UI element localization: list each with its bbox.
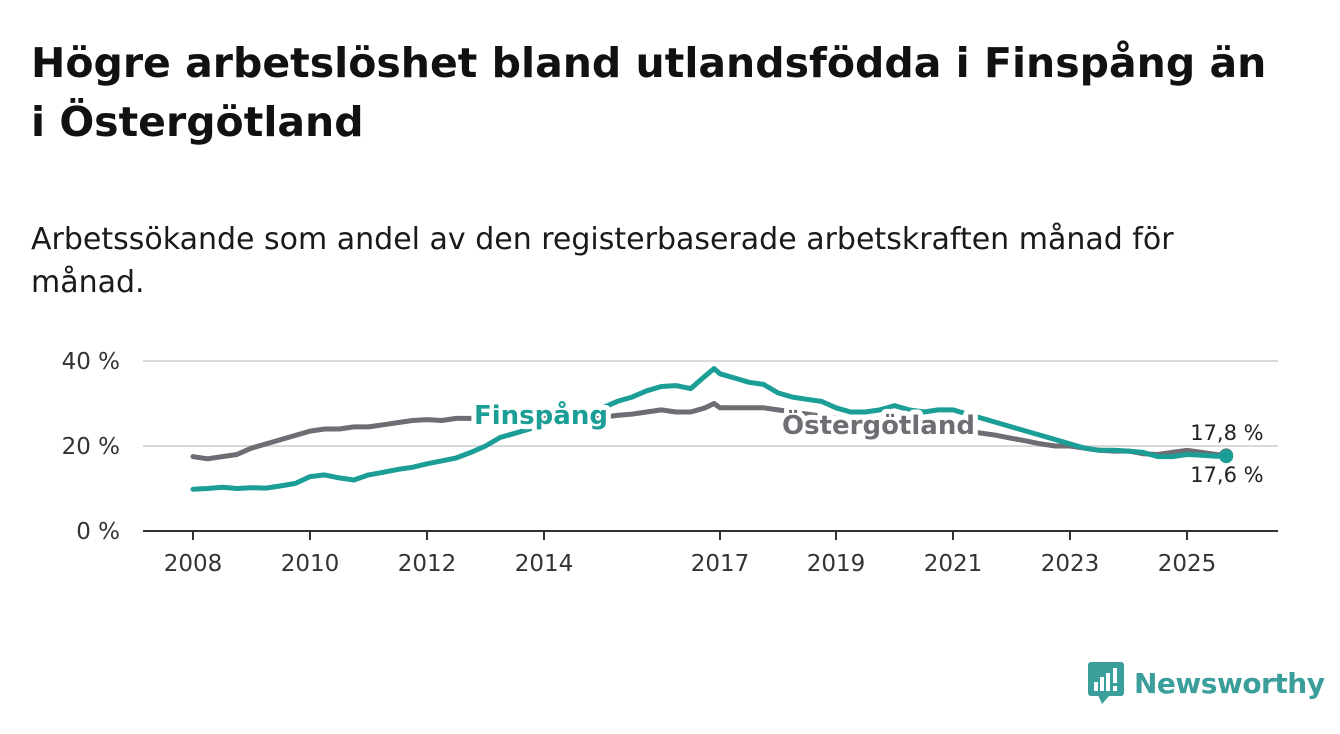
y-tick-label: 40 % bbox=[62, 349, 120, 375]
brand-name: Newsworthy bbox=[1134, 666, 1325, 700]
x-tick-label: 2021 bbox=[924, 551, 983, 577]
brand-logo: Newsworthy bbox=[1088, 660, 1325, 706]
chart-subtitle: Arbetssökande som andel av den registerb… bbox=[31, 222, 1174, 300]
series-line-ostergotland bbox=[190, 401, 1229, 462]
x-tick-label: 2023 bbox=[1041, 551, 1100, 577]
y-axis-ticks: 0 % 20 % 40 % bbox=[62, 349, 120, 545]
x-tick-label: 2010 bbox=[281, 551, 340, 577]
series-end-dot-finspang bbox=[1219, 449, 1234, 464]
x-tick-label: 2017 bbox=[691, 551, 750, 577]
end-value-label-finspang: 17,6 % bbox=[1190, 463, 1263, 487]
series-label-finspang-halo: Finspång bbox=[474, 399, 608, 431]
x-tick-label: 2019 bbox=[807, 551, 866, 577]
y-tick-label: 20 % bbox=[62, 434, 120, 460]
series-label-ostergotland-halo: Östergötland bbox=[782, 408, 975, 441]
series-label-finspang: Finspång bbox=[474, 399, 608, 431]
x-tick-label: 2012 bbox=[398, 551, 457, 577]
chart-title: Högre arbetslöshet bland utlandsfödda i … bbox=[31, 39, 1267, 146]
x-axis-ticks: 2008 2010 2012 2014 2017 2019 2021 2023 2025 bbox=[164, 531, 1217, 577]
series-lines bbox=[190, 366, 1234, 492]
y-tick-label: 0 % bbox=[76, 519, 120, 545]
x-tick-label: 2014 bbox=[515, 551, 574, 577]
x-tick-label: 2025 bbox=[1158, 551, 1217, 577]
series-line-finspang bbox=[190, 366, 1229, 492]
series-label-ostergotland: Östergötland bbox=[782, 408, 975, 441]
line-chart: 0 % 20 % 40 % 2008 2010 2012 2014 2017 2019 2021… bbox=[62, 349, 1278, 577]
grid-lines bbox=[143, 360, 1278, 532]
newsworthy-icon bbox=[1088, 662, 1124, 704]
end-value-label-ostergotland: 17,8 % bbox=[1190, 421, 1263, 445]
x-tick-label: 2008 bbox=[164, 551, 223, 577]
